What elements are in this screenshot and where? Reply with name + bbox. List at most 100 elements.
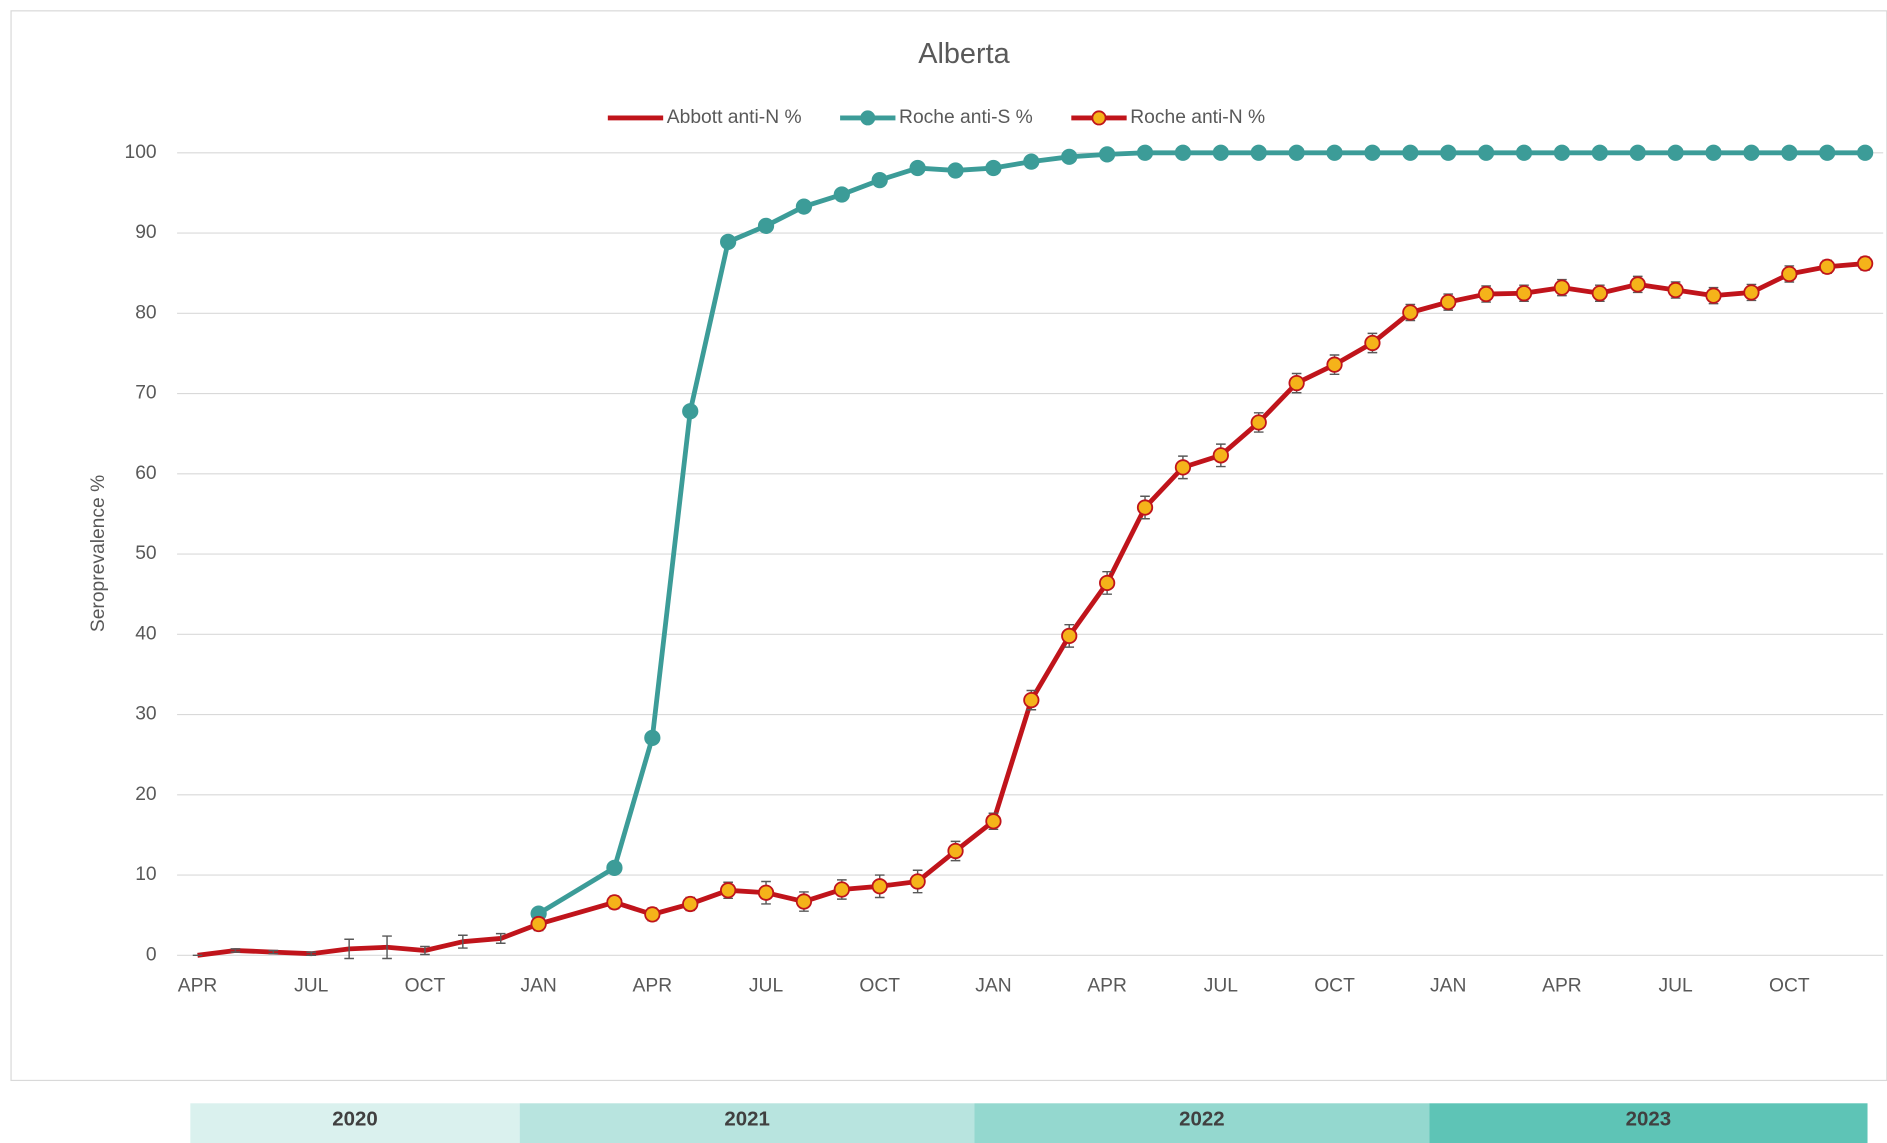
marker xyxy=(1629,144,1646,161)
marker xyxy=(1856,144,1874,161)
y-axis-label: Seroprevalence % xyxy=(88,475,109,632)
y-tick-label: 70 xyxy=(135,383,156,404)
marker xyxy=(1326,356,1343,373)
x-tick-label: JUL xyxy=(294,976,329,997)
series-line xyxy=(197,921,540,958)
marker xyxy=(985,813,1002,830)
marker xyxy=(1364,144,1381,161)
marker xyxy=(1136,144,1154,161)
marker xyxy=(909,873,926,890)
y-tick-label: 10 xyxy=(135,864,156,885)
marker xyxy=(1667,281,1684,299)
x-tick-label: JAN xyxy=(975,976,1011,997)
marker xyxy=(530,915,547,933)
x-tick-label: APR xyxy=(178,976,218,997)
marker xyxy=(1553,279,1571,296)
x-tick-label: JAN xyxy=(520,976,556,997)
y-tick-label: 90 xyxy=(135,222,156,243)
legend-marker xyxy=(860,110,876,126)
marker xyxy=(1250,144,1267,161)
marker xyxy=(1629,276,1646,293)
marker xyxy=(1781,144,1798,161)
marker xyxy=(1023,153,1040,170)
marker xyxy=(1402,144,1419,161)
y-tick-label: 100 xyxy=(125,142,157,163)
marker xyxy=(1326,144,1343,161)
x-tick-label: APR xyxy=(1542,976,1582,997)
marker xyxy=(1136,499,1154,516)
chart-border xyxy=(10,10,1887,1082)
y-tick-label: 40 xyxy=(135,623,156,644)
marker xyxy=(1288,374,1305,392)
error-bar xyxy=(268,949,279,955)
marker xyxy=(1212,144,1229,161)
error-bar xyxy=(458,934,468,949)
error-bar xyxy=(230,948,241,953)
y-tick-label: 50 xyxy=(135,543,156,564)
marker xyxy=(1478,144,1495,161)
year-label: 2022 xyxy=(1179,1108,1224,1131)
y-tick-label: 80 xyxy=(135,302,156,323)
marker xyxy=(682,403,699,420)
marker xyxy=(1591,144,1608,161)
legend-marker xyxy=(1091,110,1107,126)
y-tick-label: 60 xyxy=(135,463,156,484)
marker xyxy=(1288,144,1305,161)
x-tick-label: JUL xyxy=(749,976,784,997)
x-tick-label: APR xyxy=(1087,976,1127,997)
marker xyxy=(1856,255,1874,272)
marker xyxy=(1099,574,1116,592)
chart-title: Alberta xyxy=(918,38,1010,70)
marker xyxy=(606,859,623,876)
error-bar xyxy=(306,951,317,957)
marker xyxy=(1515,144,1533,161)
year-band xyxy=(1429,1103,1868,1143)
x-tick-label: APR xyxy=(633,976,673,997)
marker xyxy=(909,159,926,177)
year-label: 2023 xyxy=(1626,1108,1671,1131)
marker xyxy=(1819,258,1836,275)
marker xyxy=(757,884,775,901)
y-tick-label: 30 xyxy=(135,704,156,725)
marker xyxy=(1212,447,1229,464)
marker xyxy=(1705,144,1722,161)
marker xyxy=(1743,284,1760,301)
marker xyxy=(720,233,737,251)
x-tick-label: OCT xyxy=(1769,976,1810,997)
marker xyxy=(871,171,888,189)
x-tick-label: JAN xyxy=(1430,976,1466,997)
marker xyxy=(795,198,813,215)
marker xyxy=(1781,265,1798,283)
marker xyxy=(1364,334,1381,352)
x-tick-label: OCT xyxy=(859,976,900,997)
marker xyxy=(606,894,623,911)
series xyxy=(530,255,1874,933)
marker xyxy=(1515,285,1533,302)
marker xyxy=(1705,287,1722,304)
marker xyxy=(1667,144,1684,161)
year-band xyxy=(974,1103,1430,1143)
marker xyxy=(757,217,775,234)
marker xyxy=(795,893,813,910)
marker xyxy=(1174,459,1192,476)
marker xyxy=(985,159,1002,177)
marker xyxy=(1591,285,1608,302)
marker xyxy=(833,881,850,898)
error-bar xyxy=(420,945,430,956)
year-band xyxy=(190,1103,520,1143)
legend-label: Roche anti-N % xyxy=(1130,107,1265,128)
x-tick-label: OCT xyxy=(1314,976,1355,997)
year-label: 2020 xyxy=(332,1108,377,1131)
error-bar xyxy=(344,938,354,960)
marker xyxy=(1440,293,1457,311)
error-bar xyxy=(495,932,506,944)
marker xyxy=(1250,414,1267,431)
marker xyxy=(1743,144,1760,161)
marker xyxy=(947,842,964,860)
year-band xyxy=(519,1103,975,1143)
x-tick-label: JUL xyxy=(1659,976,1694,997)
marker xyxy=(1402,304,1419,321)
error-bar xyxy=(382,935,392,960)
marker xyxy=(1174,144,1192,161)
